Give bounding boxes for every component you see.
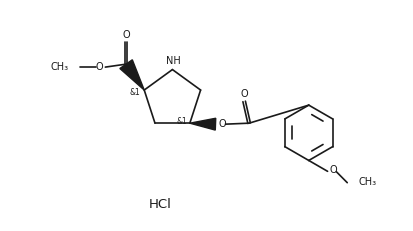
Polygon shape bbox=[120, 60, 144, 90]
Polygon shape bbox=[190, 118, 216, 130]
Text: O: O bbox=[330, 165, 337, 175]
Text: CH₃: CH₃ bbox=[50, 62, 68, 72]
Text: &1: &1 bbox=[176, 117, 187, 126]
Text: CH₃: CH₃ bbox=[358, 177, 377, 187]
Text: &1: &1 bbox=[129, 88, 140, 97]
Text: O: O bbox=[122, 30, 130, 40]
Text: HCl: HCl bbox=[149, 198, 172, 211]
Text: O: O bbox=[241, 89, 249, 99]
Text: O: O bbox=[95, 62, 103, 72]
Text: NH: NH bbox=[166, 56, 181, 67]
Text: O: O bbox=[218, 119, 226, 129]
